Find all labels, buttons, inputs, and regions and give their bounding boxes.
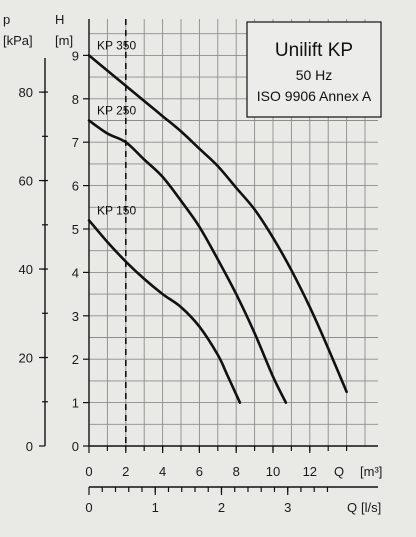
head-tick-label: 3 (72, 309, 79, 324)
head-tick-label: 4 (72, 265, 79, 280)
curve-kp-250 (87, 119, 288, 404)
flow-axis-ls: 0 1 2 3 Q [l/s] (85, 486, 381, 515)
pressure-axis: p [kPa] 0 20 40 60 80 (3, 12, 48, 454)
curve-kp-150 (87, 219, 242, 404)
flow-ls-tick-label: 3 (284, 500, 291, 515)
pressure-tick-label: 60 (19, 174, 33, 189)
curve-label-kp-150: KP 150 (97, 203, 136, 217)
flow-ls-tick-group: 0 1 2 3 (85, 487, 329, 515)
legend-frame (246, 21, 382, 118)
performance-curves: KP 350 KP 250 KP 150 (87, 38, 348, 404)
head-tick-label: 5 (72, 222, 79, 237)
head-tick-label: 1 (72, 396, 79, 411)
flow-tick-label: 4 (159, 464, 166, 479)
legend-frequency: 50 Hz (296, 67, 333, 83)
curve-label-kp-250: KP 250 (97, 104, 136, 118)
pressure-tick-label: 80 (19, 85, 33, 100)
head-tick-label: 9 (72, 48, 79, 63)
flow-axis-label: Q (334, 464, 344, 479)
flow-axis-unit: [m³] (360, 464, 382, 479)
pressure-axis-label: p (3, 12, 10, 27)
flow-ls-axis-unit: [l/s] (361, 500, 381, 515)
head-tick-label: 0 (72, 439, 79, 454)
flow-ls-tick-label: 1 (152, 500, 159, 515)
head-axis-label: H (55, 12, 64, 27)
pressure-tick-label: 40 (19, 262, 33, 277)
head-axis-unit: [m] (55, 33, 73, 48)
head-tick-label: 8 (72, 92, 79, 107)
pressure-axis-unit: [kPa] (3, 33, 33, 48)
head-tick-label: 7 (72, 135, 79, 150)
chart-legend-box: Unilift KP 50 Hz ISO 9906 Annex A (246, 21, 382, 118)
legend-title: Unilift KP (275, 40, 353, 61)
head-tick-label: 2 (72, 352, 79, 367)
pressure-tick-label: 20 (19, 351, 33, 366)
head-tick-group: 0 1 2 3 4 5 6 7 8 9 (72, 48, 89, 454)
flow-ls-tick-label: 0 (85, 500, 92, 515)
head-axis: H [m] (55, 12, 73, 48)
flow-axis-m3h: 0 2 4 6 8 10 12 Q [m³] (85, 446, 382, 479)
flow-ls-axis-label: Q (347, 500, 357, 515)
head-tick-label: 6 (72, 179, 79, 194)
flow-tick-label: 10 (266, 464, 280, 479)
flow-tick-label: 12 (303, 464, 317, 479)
pressure-tick-group: 0 20 40 60 80 (19, 58, 48, 454)
flow-tick-label: 6 (196, 464, 203, 479)
pressure-tick-label: 0 (26, 439, 33, 454)
curve-label-kp-350: KP 350 (97, 38, 136, 52)
curve-kp-350 (87, 54, 348, 394)
legend-standard: ISO 9906 Annex A (257, 88, 372, 104)
flow-tick-group: 0 2 4 6 8 10 12 (85, 446, 348, 479)
flow-tick-label: 0 (85, 464, 92, 479)
flow-ls-tick-label: 2 (218, 500, 225, 515)
flow-tick-label: 2 (122, 464, 129, 479)
flow-tick-label: 8 (233, 464, 240, 479)
